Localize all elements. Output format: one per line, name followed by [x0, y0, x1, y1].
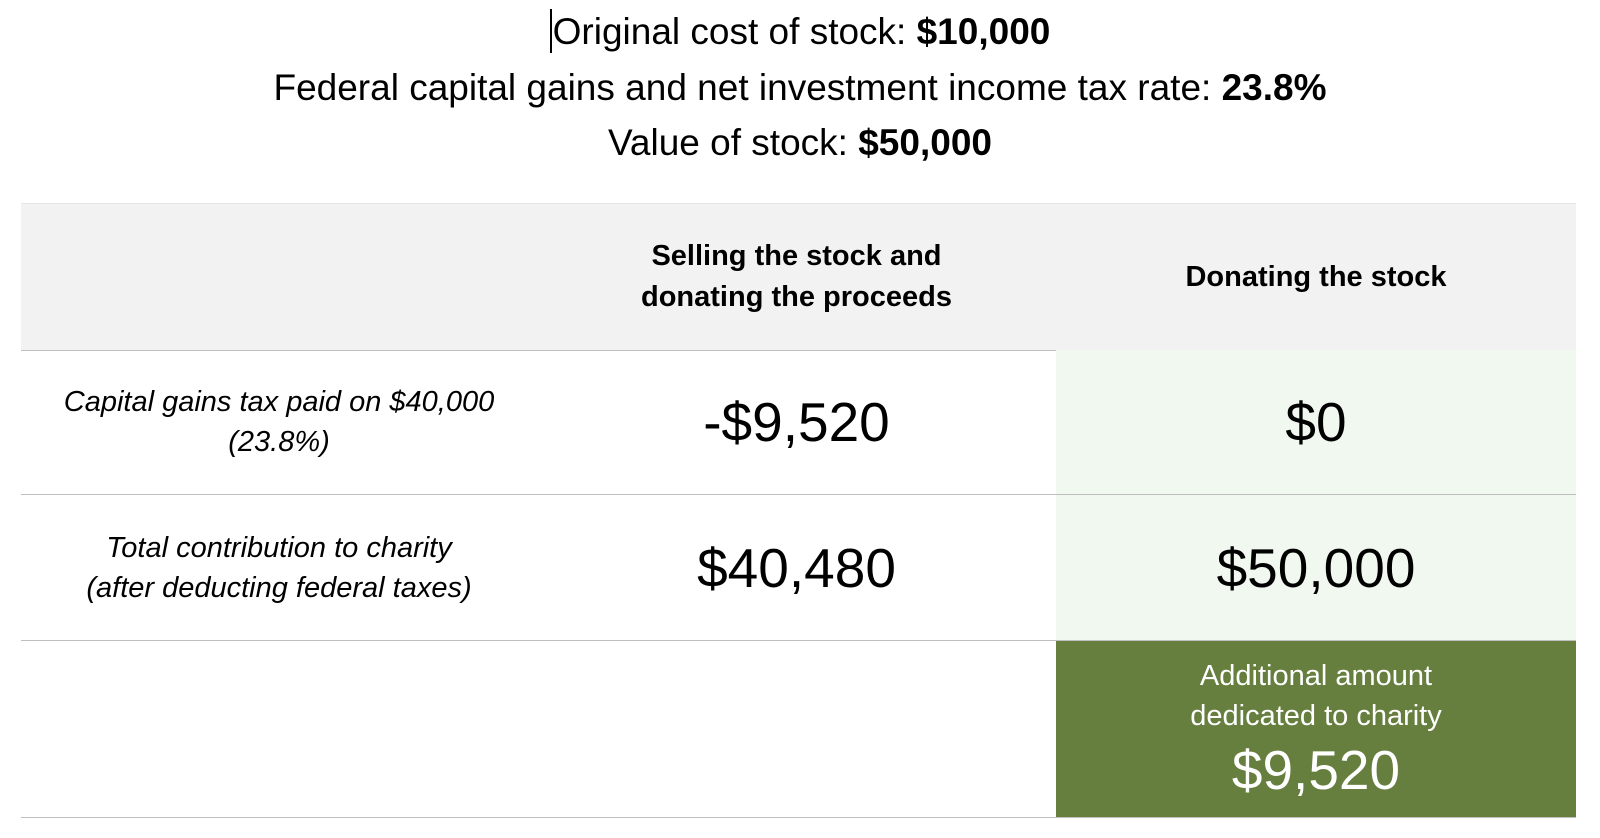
table-header-row: Selling the stock and donating the proce…: [21, 203, 1576, 351]
tax-rate-value: 23.8%: [1221, 67, 1327, 108]
stock-value-line: Value of stock: $50,000: [0, 121, 1600, 165]
additional-amount-caption-line1: Additional amount: [1199, 660, 1433, 692]
cell-selling-tax: -$9,520: [537, 350, 1056, 494]
additional-amount-value: $9,520: [1231, 739, 1401, 801]
value-selling-tax: -$9,520: [703, 391, 890, 453]
stock-value-label: Value of stock:: [608, 122, 859, 163]
cell-donating-tax: $0: [1056, 350, 1576, 494]
additional-amount-caption-line2: dedicated to charity: [1190, 700, 1442, 732]
tax-rate-label: Federal capital gains and net investment…: [273, 67, 1222, 108]
row-label-line2: (after deducting federal taxes): [86, 571, 472, 604]
value-selling-contribution: $40,480: [697, 536, 896, 599]
summary-empty-cell: [21, 641, 537, 817]
comparison-table: Selling the stock and donating the proce…: [21, 203, 1576, 819]
column-header-donating: Donating the stock: [1056, 204, 1576, 350]
row-label-line1: Total contribution to charity: [106, 531, 452, 564]
original-cost-label: Original cost of stock:: [552, 11, 917, 52]
tax-rate-line: Federal capital gains and net investment…: [0, 66, 1600, 110]
cell-selling-contribution: $40,480: [537, 495, 1056, 640]
row-label-line1: Capital gains tax paid on $40,000: [63, 386, 495, 418]
original-cost-value: $10,000: [916, 11, 1051, 52]
column-header-selling-line1: Selling the stock and: [651, 240, 942, 272]
table-summary-row: Additional amount dedicated to charity $…: [21, 641, 1576, 818]
value-donating-contribution: $50,000: [1216, 536, 1416, 599]
summary-empty-cell-selling: [537, 641, 1056, 817]
additional-amount-callout: Additional amount dedicated to charity $…: [1056, 641, 1576, 817]
row-label-line2: (23.8%): [228, 426, 330, 458]
text-cursor: [549, 9, 552, 53]
original-cost-line: Original cost of stock: $10,000: [0, 9, 1600, 54]
row-label-capital-gains-tax: Capital gains tax paid on $40,000 (23.8%…: [21, 350, 537, 494]
value-donating-tax: $0: [1285, 391, 1347, 453]
header-empty-cell: [21, 204, 537, 350]
row-label-total-contribution: Total contribution to charity (after ded…: [21, 495, 537, 640]
cell-donating-contribution: $50,000: [1056, 495, 1576, 640]
stock-value-value: $50,000: [858, 122, 992, 163]
table-row: Capital gains tax paid on $40,000 (23.8%…: [21, 350, 1576, 495]
column-header-selling: Selling the stock and donating the proce…: [537, 204, 1056, 350]
table-row: Total contribution to charity (after ded…: [21, 495, 1576, 641]
column-header-selling-line2: donating the proceeds: [641, 281, 952, 313]
column-header-donating-line1: Donating the stock: [1185, 260, 1447, 293]
